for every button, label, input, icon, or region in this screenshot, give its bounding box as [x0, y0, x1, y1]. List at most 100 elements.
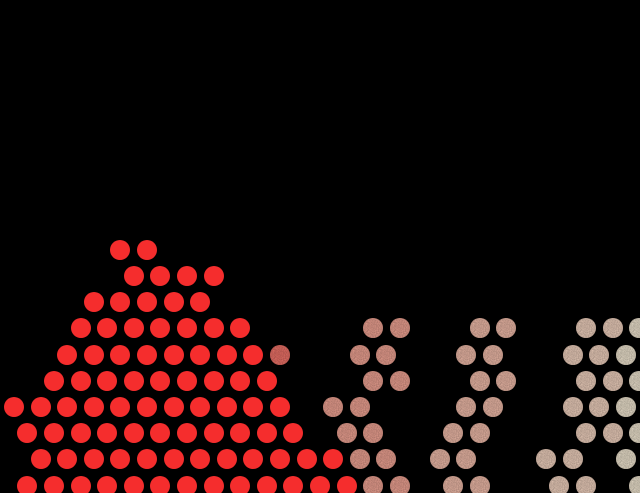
pattern-dot	[243, 397, 263, 417]
pattern-dot	[257, 476, 277, 493]
pattern-dot	[204, 318, 224, 338]
pattern-dot	[629, 476, 640, 493]
pattern-dot	[616, 449, 636, 469]
pattern-dot	[376, 345, 396, 365]
pattern-dot	[230, 318, 250, 338]
pattern-dot	[17, 423, 37, 443]
pattern-dot	[616, 397, 636, 417]
pattern-dot	[283, 476, 303, 493]
pattern-dot	[243, 345, 263, 365]
pattern-dot	[57, 449, 77, 469]
pattern-dot	[456, 449, 476, 469]
pattern-dot	[204, 476, 224, 493]
pattern-dot	[217, 345, 237, 365]
pattern-dot	[576, 318, 596, 338]
pattern-dot	[164, 292, 184, 312]
pattern-dot	[31, 449, 51, 469]
pattern-dot	[97, 476, 117, 493]
pattern-dot	[190, 397, 210, 417]
pattern-dot	[363, 476, 383, 493]
pattern-dot	[483, 397, 503, 417]
pattern-dot	[576, 476, 596, 493]
pattern-dot	[177, 476, 197, 493]
pattern-dot	[137, 292, 157, 312]
pattern-dot	[443, 423, 463, 443]
pattern-dot	[164, 449, 184, 469]
pattern-dot	[563, 345, 583, 365]
pattern-dot	[350, 345, 370, 365]
pattern-dot	[84, 397, 104, 417]
pattern-dot	[629, 371, 640, 391]
pattern-dot	[629, 318, 640, 338]
pattern-dot	[576, 423, 596, 443]
pattern-dot	[44, 423, 64, 443]
pattern-dot	[257, 423, 277, 443]
pattern-dot	[110, 449, 130, 469]
pattern-dot	[549, 476, 569, 493]
pattern-dot	[563, 449, 583, 469]
pattern-dot	[97, 318, 117, 338]
pattern-dot	[217, 397, 237, 417]
pattern-dot	[270, 449, 290, 469]
pattern-dot	[124, 371, 144, 391]
pattern-dot	[257, 371, 277, 391]
pattern-dot	[124, 318, 144, 338]
pattern-dot	[150, 266, 170, 286]
pattern-dot	[177, 266, 197, 286]
pattern-dot	[456, 397, 476, 417]
pattern-dot	[430, 449, 450, 469]
pattern-dot	[603, 318, 623, 338]
pattern-dot	[243, 449, 263, 469]
pattern-dot	[110, 240, 130, 260]
pattern-dot	[57, 345, 77, 365]
pattern-dot	[390, 318, 410, 338]
pattern-dot	[190, 345, 210, 365]
pattern-dot	[110, 292, 130, 312]
pattern-dot	[390, 371, 410, 391]
pattern-dot	[616, 345, 636, 365]
pattern-dot	[190, 292, 210, 312]
pattern-dot	[177, 318, 197, 338]
pattern-dot	[629, 423, 640, 443]
pattern-dot	[363, 371, 383, 391]
pattern-dot	[576, 371, 596, 391]
pattern-dot	[603, 371, 623, 391]
pattern-dot	[84, 292, 104, 312]
pattern-dot	[470, 371, 490, 391]
pattern-dot	[84, 345, 104, 365]
pattern-dot	[470, 476, 490, 493]
pattern-dot	[283, 423, 303, 443]
pattern-dot	[563, 397, 583, 417]
pattern-dot	[230, 476, 250, 493]
pattern-dot	[84, 449, 104, 469]
pattern-dot	[456, 345, 476, 365]
pattern-dot	[230, 423, 250, 443]
pattern-dot	[124, 476, 144, 493]
pattern-dot	[124, 266, 144, 286]
pattern-dot	[323, 397, 343, 417]
pattern-dot	[164, 397, 184, 417]
dot-pattern-canvas	[0, 0, 640, 493]
pattern-dot	[270, 397, 290, 417]
pattern-dot	[337, 476, 357, 493]
pattern-dot	[443, 476, 463, 493]
pattern-dot	[124, 423, 144, 443]
pattern-dot	[337, 423, 357, 443]
pattern-dot	[17, 476, 37, 493]
pattern-dot	[177, 371, 197, 391]
pattern-dot	[217, 449, 237, 469]
pattern-dot	[164, 345, 184, 365]
pattern-dot	[137, 449, 157, 469]
pattern-dot	[137, 397, 157, 417]
pattern-dot	[589, 397, 609, 417]
pattern-dot	[390, 476, 410, 493]
pattern-dot	[177, 423, 197, 443]
pattern-dot	[57, 397, 77, 417]
pattern-dot	[230, 371, 250, 391]
pattern-dot	[110, 397, 130, 417]
pattern-dot	[97, 371, 117, 391]
pattern-dot	[470, 318, 490, 338]
pattern-dot	[204, 266, 224, 286]
pattern-dot	[44, 371, 64, 391]
pattern-dot	[4, 397, 24, 417]
